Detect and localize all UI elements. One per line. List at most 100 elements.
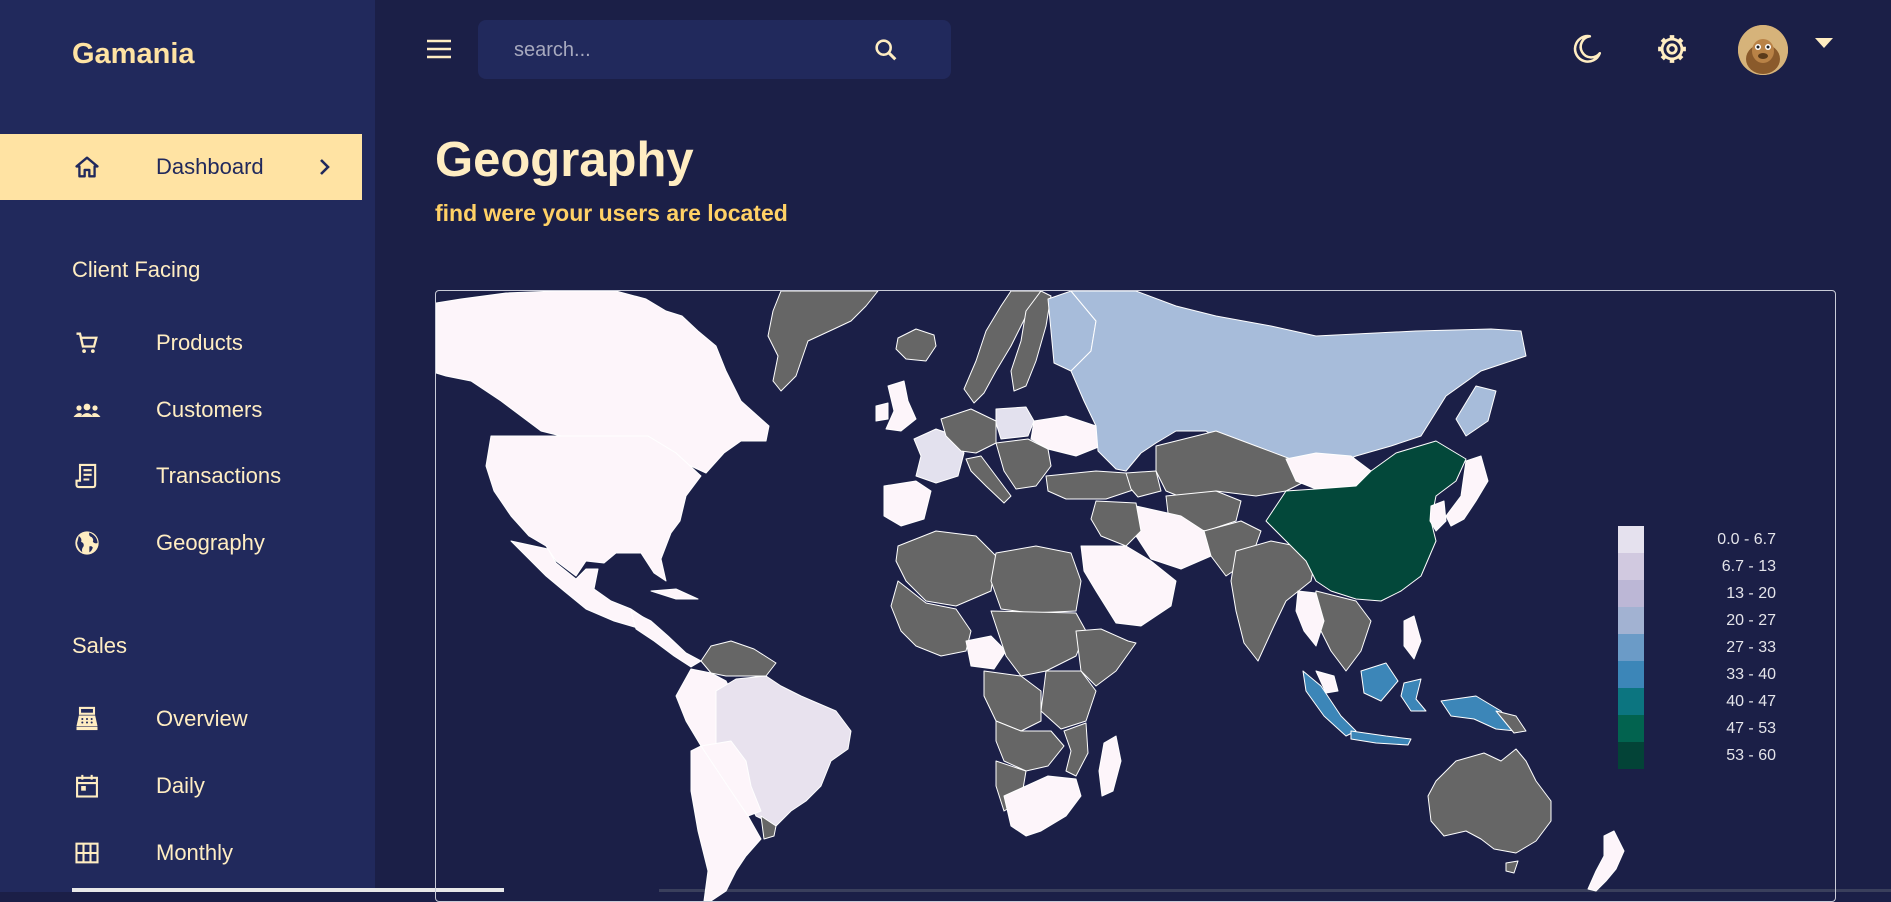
sidebar-item-label: Transactions (156, 463, 282, 488)
country-italy (965, 455, 1012, 504)
legend-swatch (1618, 634, 1644, 661)
dropdown-caret-icon[interactable] (1813, 36, 1835, 50)
chevron-right-icon (312, 155, 336, 179)
country-venezuela-guyana (700, 640, 777, 677)
legend-label: 13 - 20 (1726, 585, 1776, 602)
country-congo (983, 670, 1042, 732)
country-arabia (1080, 545, 1177, 627)
country-iberia (883, 480, 932, 527)
country-poland (995, 406, 1035, 440)
legend-item: 33 - 40 (1618, 661, 1778, 688)
cart-icon (72, 328, 102, 358)
map-legend: 0.0 - 6.7 6.7 - 13 13 - 20 20 - 27 27 - … (1618, 526, 1778, 769)
legend-item: 27 - 33 (1618, 634, 1778, 661)
country-ukraine (1030, 415, 1102, 457)
legend-label: 27 - 33 (1726, 639, 1776, 656)
country-borneo (1360, 662, 1399, 702)
dark-mode-toggle[interactable] (1570, 32, 1604, 66)
country-nigeria (965, 635, 1007, 670)
country-iran (1135, 505, 1212, 570)
page-title: Geography (435, 133, 694, 187)
legend-item: 53 - 60 (1618, 742, 1778, 769)
legend-label: 40 - 47 (1726, 693, 1776, 710)
groups-icon (72, 395, 102, 425)
sidebar-item-label: Overview (156, 706, 248, 731)
sidebar-item-customers[interactable]: Customers (0, 377, 362, 443)
world-map[interactable] (436, 291, 1835, 901)
legend-swatch (1618, 688, 1644, 715)
country-russia (1070, 291, 1527, 472)
sidebar-item-label: Monthly (156, 840, 234, 865)
country-south-africa (1003, 775, 1082, 837)
country-usa (485, 435, 702, 582)
globe-icon (72, 528, 102, 558)
country-iraq-syria (1090, 500, 1142, 547)
country-sulawesi (1400, 678, 1427, 712)
search-icon[interactable] (872, 36, 900, 64)
sidebar-scrollbar[interactable] (72, 888, 504, 892)
sidebar-item-daily[interactable]: Daily (0, 753, 362, 819)
country-greenland (767, 291, 879, 392)
country-central-europe (940, 408, 997, 454)
legend-label: 47 - 53 (1726, 720, 1776, 737)
country-japan (1445, 455, 1489, 527)
moon-icon (1573, 34, 1602, 63)
country-france (913, 428, 965, 484)
country-australia (1427, 748, 1552, 854)
legend-label: 33 - 40 (1726, 666, 1776, 683)
country-mexico (510, 540, 647, 630)
sidebar-item-monthly[interactable]: Monthly (0, 820, 362, 886)
section-client-facing: Client Facing (72, 257, 201, 282)
legend-item: 6.7 - 13 (1618, 553, 1778, 580)
sidebar-item-geography[interactable]: Geography (0, 510, 362, 576)
legend-swatch (1618, 661, 1644, 688)
country-philippines (1403, 615, 1422, 660)
country-ireland (875, 402, 889, 422)
receipt-icon (72, 461, 102, 491)
country-tasmania (1505, 860, 1519, 874)
legend-swatch (1618, 742, 1644, 769)
country-iceland (895, 328, 937, 362)
sidebar-item-dashboard[interactable]: Dashboard (0, 134, 362, 200)
menu-icon (427, 39, 451, 59)
settings-button[interactable] (1655, 32, 1689, 66)
avatar[interactable] (1738, 25, 1788, 75)
country-mozambique (1063, 722, 1089, 777)
country-central-america (630, 610, 702, 668)
legend-label: 6.7 - 13 (1721, 558, 1776, 575)
point-of-sale-icon (72, 704, 102, 734)
search-bar (478, 20, 951, 81)
sidebar-item-overview[interactable]: Overview (0, 686, 362, 752)
sidebar-item-label: Customers (156, 397, 263, 422)
country-canada (436, 291, 770, 474)
home-icon (72, 152, 102, 182)
sidebar-item-transactions[interactable]: Transactions (0, 443, 362, 509)
country-balkans (995, 438, 1052, 490)
country-turkey (1045, 470, 1137, 500)
search-input[interactable] (512, 20, 856, 81)
grid-icon (72, 838, 102, 868)
country-west-africa (890, 580, 972, 657)
legend-item: 0.0 - 6.7 (1618, 526, 1778, 553)
country-uk (885, 380, 917, 432)
country-korea (1429, 500, 1447, 532)
country-caucasus (1125, 470, 1162, 498)
sidebar-item-products[interactable]: Products (0, 310, 362, 376)
legend-swatch (1618, 607, 1644, 634)
sidebar-item-label: Products (156, 330, 243, 355)
legend-item: 20 - 27 (1618, 607, 1778, 634)
country-indochina (1313, 590, 1372, 672)
country-new-zealand (1587, 830, 1625, 892)
country-thailand-myanmar (1295, 590, 1325, 647)
gear-icon (1658, 35, 1686, 63)
country-sweden (1010, 291, 1052, 392)
country-chile-argentina (690, 745, 762, 901)
section-sales: Sales (72, 633, 128, 658)
legend-swatch (1618, 715, 1644, 742)
menu-toggle-button[interactable] (424, 36, 454, 62)
country-angola-zambia (995, 720, 1065, 772)
legend-swatch (1618, 580, 1644, 607)
horizontal-scrollbar[interactable] (659, 889, 1891, 892)
country-malaysia (1315, 670, 1339, 694)
country-russia-far-east (1455, 385, 1497, 437)
